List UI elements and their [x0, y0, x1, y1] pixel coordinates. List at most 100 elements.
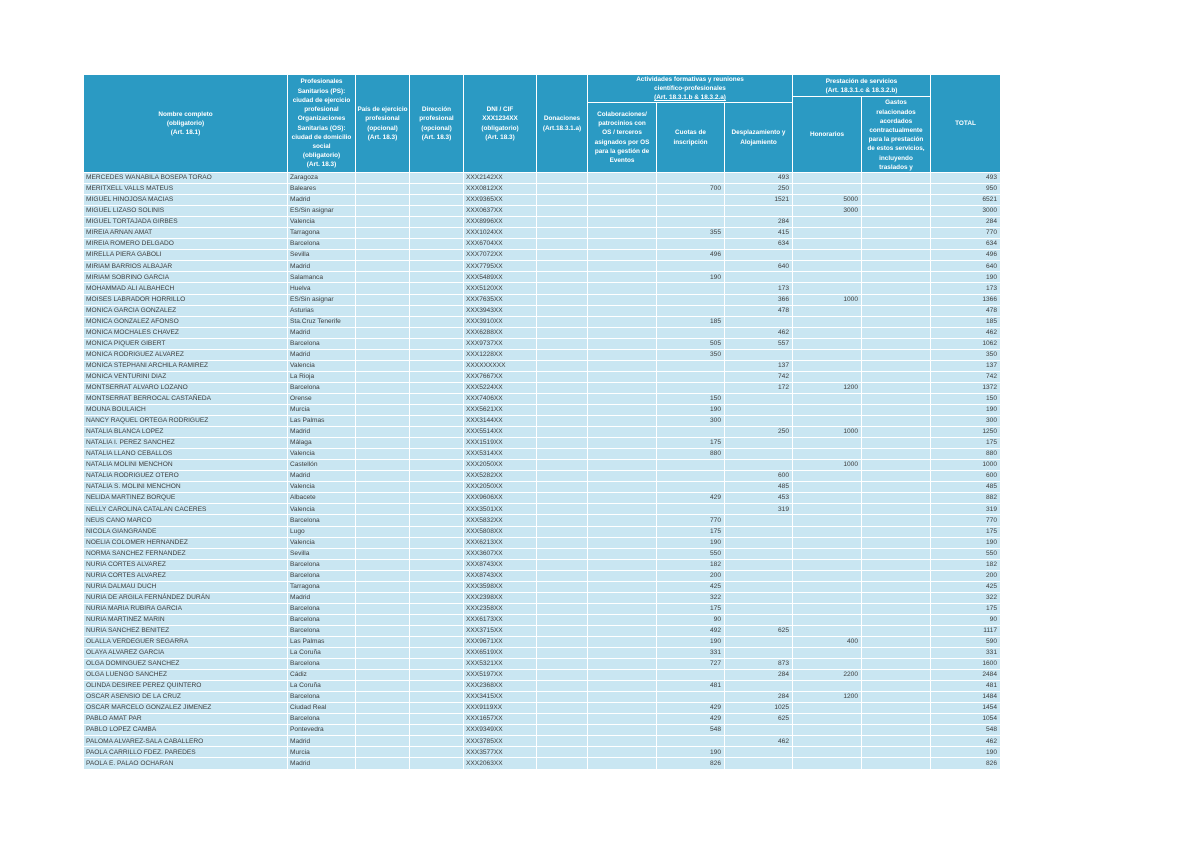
- cell-name: NEUS CANO MARCO: [84, 515, 288, 527]
- cell-cuotas: [657, 692, 725, 704]
- cell-city: Barcelona: [288, 570, 356, 582]
- cell-total: 190: [931, 747, 1001, 759]
- cell-pais: [356, 206, 410, 218]
- cell-gastos: [862, 614, 931, 626]
- cell-colaboraciones: [588, 636, 657, 649]
- cell-honorarios: [793, 338, 862, 350]
- table-row: PAOLA CARRILLO FDEZ. PAREDES Murcia XXX357…: [84, 747, 1001, 759]
- cell-despl: [725, 570, 793, 582]
- cell-gastos: [862, 670, 931, 682]
- cell-total: 284: [931, 217, 1001, 229]
- cell-despl: 600: [725, 471, 793, 483]
- cell-honorarios: [793, 305, 862, 317]
- table-row: MONICA GONZALEZ AFONSO Sta.Cruz Tenerife X…: [84, 316, 1001, 328]
- cell-donaciones: [537, 294, 588, 306]
- cell-direccion: [410, 404, 464, 417]
- cell-donaciones: [537, 195, 588, 207]
- cell-colaboraciones: [588, 482, 657, 494]
- cell-dni: XXX2358XX: [464, 603, 537, 615]
- cell-name: MIRIAM BARRIOS ALBAJAR: [84, 261, 288, 273]
- cell-donaciones: [537, 570, 588, 582]
- cell-dni: XXX7406XX: [464, 393, 537, 405]
- cell-despl: 284: [725, 692, 793, 704]
- cell-cuotas: 355: [657, 228, 725, 240]
- cell-donaciones: [537, 625, 588, 637]
- table-row: OSCAR MARCELO GONZALEZ JIMENEZ Ciudad Rea…: [84, 703, 1001, 715]
- cell-direccion: [410, 427, 464, 439]
- cell-name: MOHAMMAD ALI ALBAHECH: [84, 283, 288, 295]
- cell-cuotas: 429: [657, 493, 725, 505]
- cell-city: Madrid: [288, 758, 356, 770]
- cell-city: Barcelona: [288, 515, 356, 527]
- cell-honorarios: 1000: [793, 460, 862, 472]
- cell-total: 6521: [931, 195, 1001, 207]
- cell-despl: 172: [725, 382, 793, 394]
- table-row: MERITXELL VALLS MATEUS Baleares XXX0812XX 7…: [84, 184, 1001, 196]
- group-header-actividades-formativas: Actividades formativas y reuniones cient…: [588, 75, 793, 103]
- table-row: MONICA RODRIGUEZ ALVAREZ Madrid XXX1228XX 3…: [84, 349, 1001, 361]
- col-header-label: Nombre completo (obligatorio) (Art. 18.1…: [158, 110, 213, 137]
- cell-cuotas: 548: [657, 725, 725, 737]
- cell-cuotas: 300: [657, 416, 725, 428]
- cell-city: Sta.Cruz Tenerife: [288, 316, 356, 328]
- cell-pais: [356, 316, 410, 328]
- cell-dni: XXX7795XX: [464, 261, 537, 273]
- cell-colaboraciones: [588, 217, 657, 229]
- cell-despl: 250: [725, 427, 793, 439]
- cell-city: Valencia: [288, 504, 356, 516]
- cell-total: 496: [931, 250, 1001, 262]
- cell-city: Madrid: [288, 427, 356, 439]
- cell-direccion: [410, 681, 464, 693]
- cell-total: 2484: [931, 670, 1001, 682]
- cell-pais: [356, 404, 410, 417]
- cell-total: 590: [931, 636, 1001, 649]
- cell-direccion: [410, 393, 464, 405]
- cell-colaboraciones: [588, 648, 657, 660]
- cell-honorarios: [793, 681, 862, 693]
- cell-honorarios: [793, 659, 862, 671]
- cell-colaboraciones: [588, 625, 657, 637]
- cell-honorarios: [793, 581, 862, 593]
- cell-honorarios: [793, 736, 862, 748]
- cell-city: Valencia: [288, 482, 356, 494]
- cell-direccion: [410, 382, 464, 394]
- cell-dni: XXX5832XX: [464, 515, 537, 527]
- table-header: Nombre completo (obligatorio) (Art. 18.1…: [84, 75, 1001, 173]
- table-row: NURIA SANCHEZ BENITEZ Barcelona XXX3715XX 4…: [84, 625, 1001, 637]
- table-row: NICOLA GIANGRANDE Lugo XXX5808XX 175 175: [84, 526, 1001, 538]
- cell-gastos: [862, 427, 931, 439]
- cell-colaboraciones: [588, 404, 657, 417]
- cell-name: OLGA DOMINGUEZ SANCHEZ: [84, 659, 288, 671]
- cell-cuotas: [657, 294, 725, 306]
- cell-dni: XXX5314XX: [464, 449, 537, 461]
- cell-total: 331: [931, 648, 1001, 660]
- cell-direccion: [410, 327, 464, 339]
- cell-gastos: [862, 515, 931, 527]
- cell-direccion: [410, 349, 464, 361]
- cell-pais: [356, 659, 410, 671]
- cell-dni: XXX7072XX: [464, 250, 537, 262]
- cell-honorarios: [793, 570, 862, 582]
- cell-despl: [725, 349, 793, 361]
- cell-honorarios: [793, 725, 862, 737]
- cell-city: Orense: [288, 393, 356, 405]
- cell-dni: XXX3910XX: [464, 316, 537, 328]
- cell-gastos: [862, 294, 931, 306]
- table-row: MONTSERRAT BERROCAL CASTAÑEDA Orense XXX74…: [84, 393, 1001, 405]
- cell-gastos: [862, 228, 931, 240]
- group-prestacion-servicios: Prestación de servicios (Art. 18.3.1.c &…: [793, 75, 931, 172]
- cell-honorarios: [793, 471, 862, 483]
- cell-city: Barcelona: [288, 614, 356, 626]
- cell-despl: 173: [725, 283, 793, 295]
- cell-direccion: [410, 581, 464, 593]
- cell-city: Castellón: [288, 460, 356, 472]
- cell-name: MIREIA ROMERO DELGADO: [84, 239, 288, 251]
- cell-name: NANCY RAQUEL ORTEGA RODRIGUEZ: [84, 416, 288, 428]
- table-row: OLGA LUENGO SANCHEZ Cádiz XXX5197XX 284 2200…: [84, 670, 1001, 682]
- cell-despl: 453: [725, 493, 793, 505]
- cell-despl: [725, 581, 793, 593]
- cell-cuotas: [657, 504, 725, 516]
- cell-city: Ciudad Real: [288, 703, 356, 715]
- cell-total: 90: [931, 614, 1001, 626]
- table-row: NATALIA I. PEREZ SANCHEZ Málaga XXX1519XX 1…: [84, 438, 1001, 450]
